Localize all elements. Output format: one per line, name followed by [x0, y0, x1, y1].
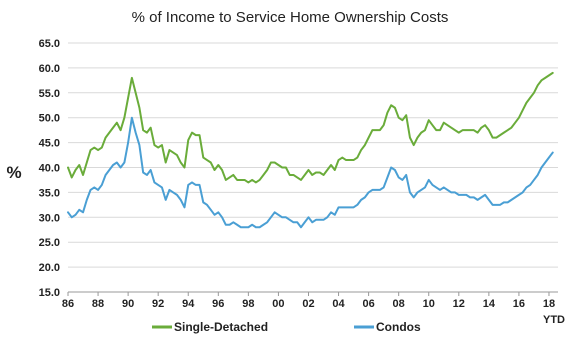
- x-tick-label: 96: [212, 298, 224, 310]
- x-tick-label: 06: [362, 298, 374, 310]
- x-tick-label: 10: [423, 298, 435, 310]
- x-tick-label: 98: [242, 298, 254, 310]
- y-tick-label: 45.0: [39, 138, 60, 150]
- x-tick-label: 12: [453, 298, 465, 310]
- y-tick-label: 40.0: [39, 163, 60, 175]
- chart-legend: Single-Detached Condos: [152, 320, 421, 334]
- x-tick-label: 90: [122, 298, 134, 310]
- y-axis-label: %: [6, 163, 21, 182]
- series-line-0: [67, 71, 554, 184]
- y-tick-label: 35.0: [39, 187, 60, 199]
- x-tick-label: 86: [62, 298, 74, 310]
- x-axis-ticks: 86 88 90 92 94 96 98 00 02 04 06 08 10 12 14 16 18: [62, 292, 555, 310]
- y-tick-label: 15.0: [39, 287, 60, 299]
- y-axis-ticks: 15.0 20.0 25.0 30.0 35.0 40.0 45.0 50.0 55.0 60.0…: [39, 38, 60, 299]
- legend-label-1: Condos: [376, 320, 421, 334]
- x-tick-label: 18: [543, 298, 555, 310]
- x-tick-label: 16: [513, 298, 525, 310]
- x-tick-label: 04: [332, 298, 345, 310]
- y-tick-label: 20.0: [39, 262, 60, 274]
- series-line-1: [67, 116, 554, 229]
- y-tick-label: 30.0: [39, 212, 60, 224]
- x-tick-label: 92: [152, 298, 164, 310]
- x-axis-note: YTD: [543, 314, 565, 326]
- y-tick-label: 25.0: [39, 237, 60, 249]
- chart-subtitle: % of Income to Service Home Ownership Co…: [132, 9, 449, 26]
- x-tick-label: 88: [92, 298, 104, 310]
- y-tick-label: 50.0: [39, 113, 60, 125]
- x-tick-label: 14: [483, 298, 496, 310]
- x-tick-label: 08: [393, 298, 405, 310]
- series-lines: [67, 71, 554, 229]
- y-tick-label: 65.0: [39, 38, 60, 50]
- y-tick-label: 60.0: [39, 63, 60, 75]
- grid-lines: [68, 42, 558, 268]
- legend-label-0: Single-Detached: [174, 320, 268, 334]
- y-tick-label: 55.0: [39, 88, 60, 100]
- x-tick-label: 02: [302, 298, 314, 310]
- x-tick-label: 00: [272, 298, 284, 310]
- x-tick-label: 94: [182, 298, 195, 310]
